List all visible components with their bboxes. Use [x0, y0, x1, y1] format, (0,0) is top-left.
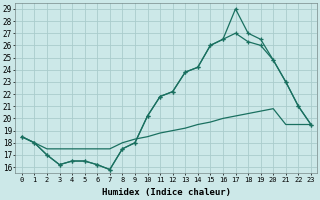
X-axis label: Humidex (Indice chaleur): Humidex (Indice chaleur) — [102, 188, 231, 197]
